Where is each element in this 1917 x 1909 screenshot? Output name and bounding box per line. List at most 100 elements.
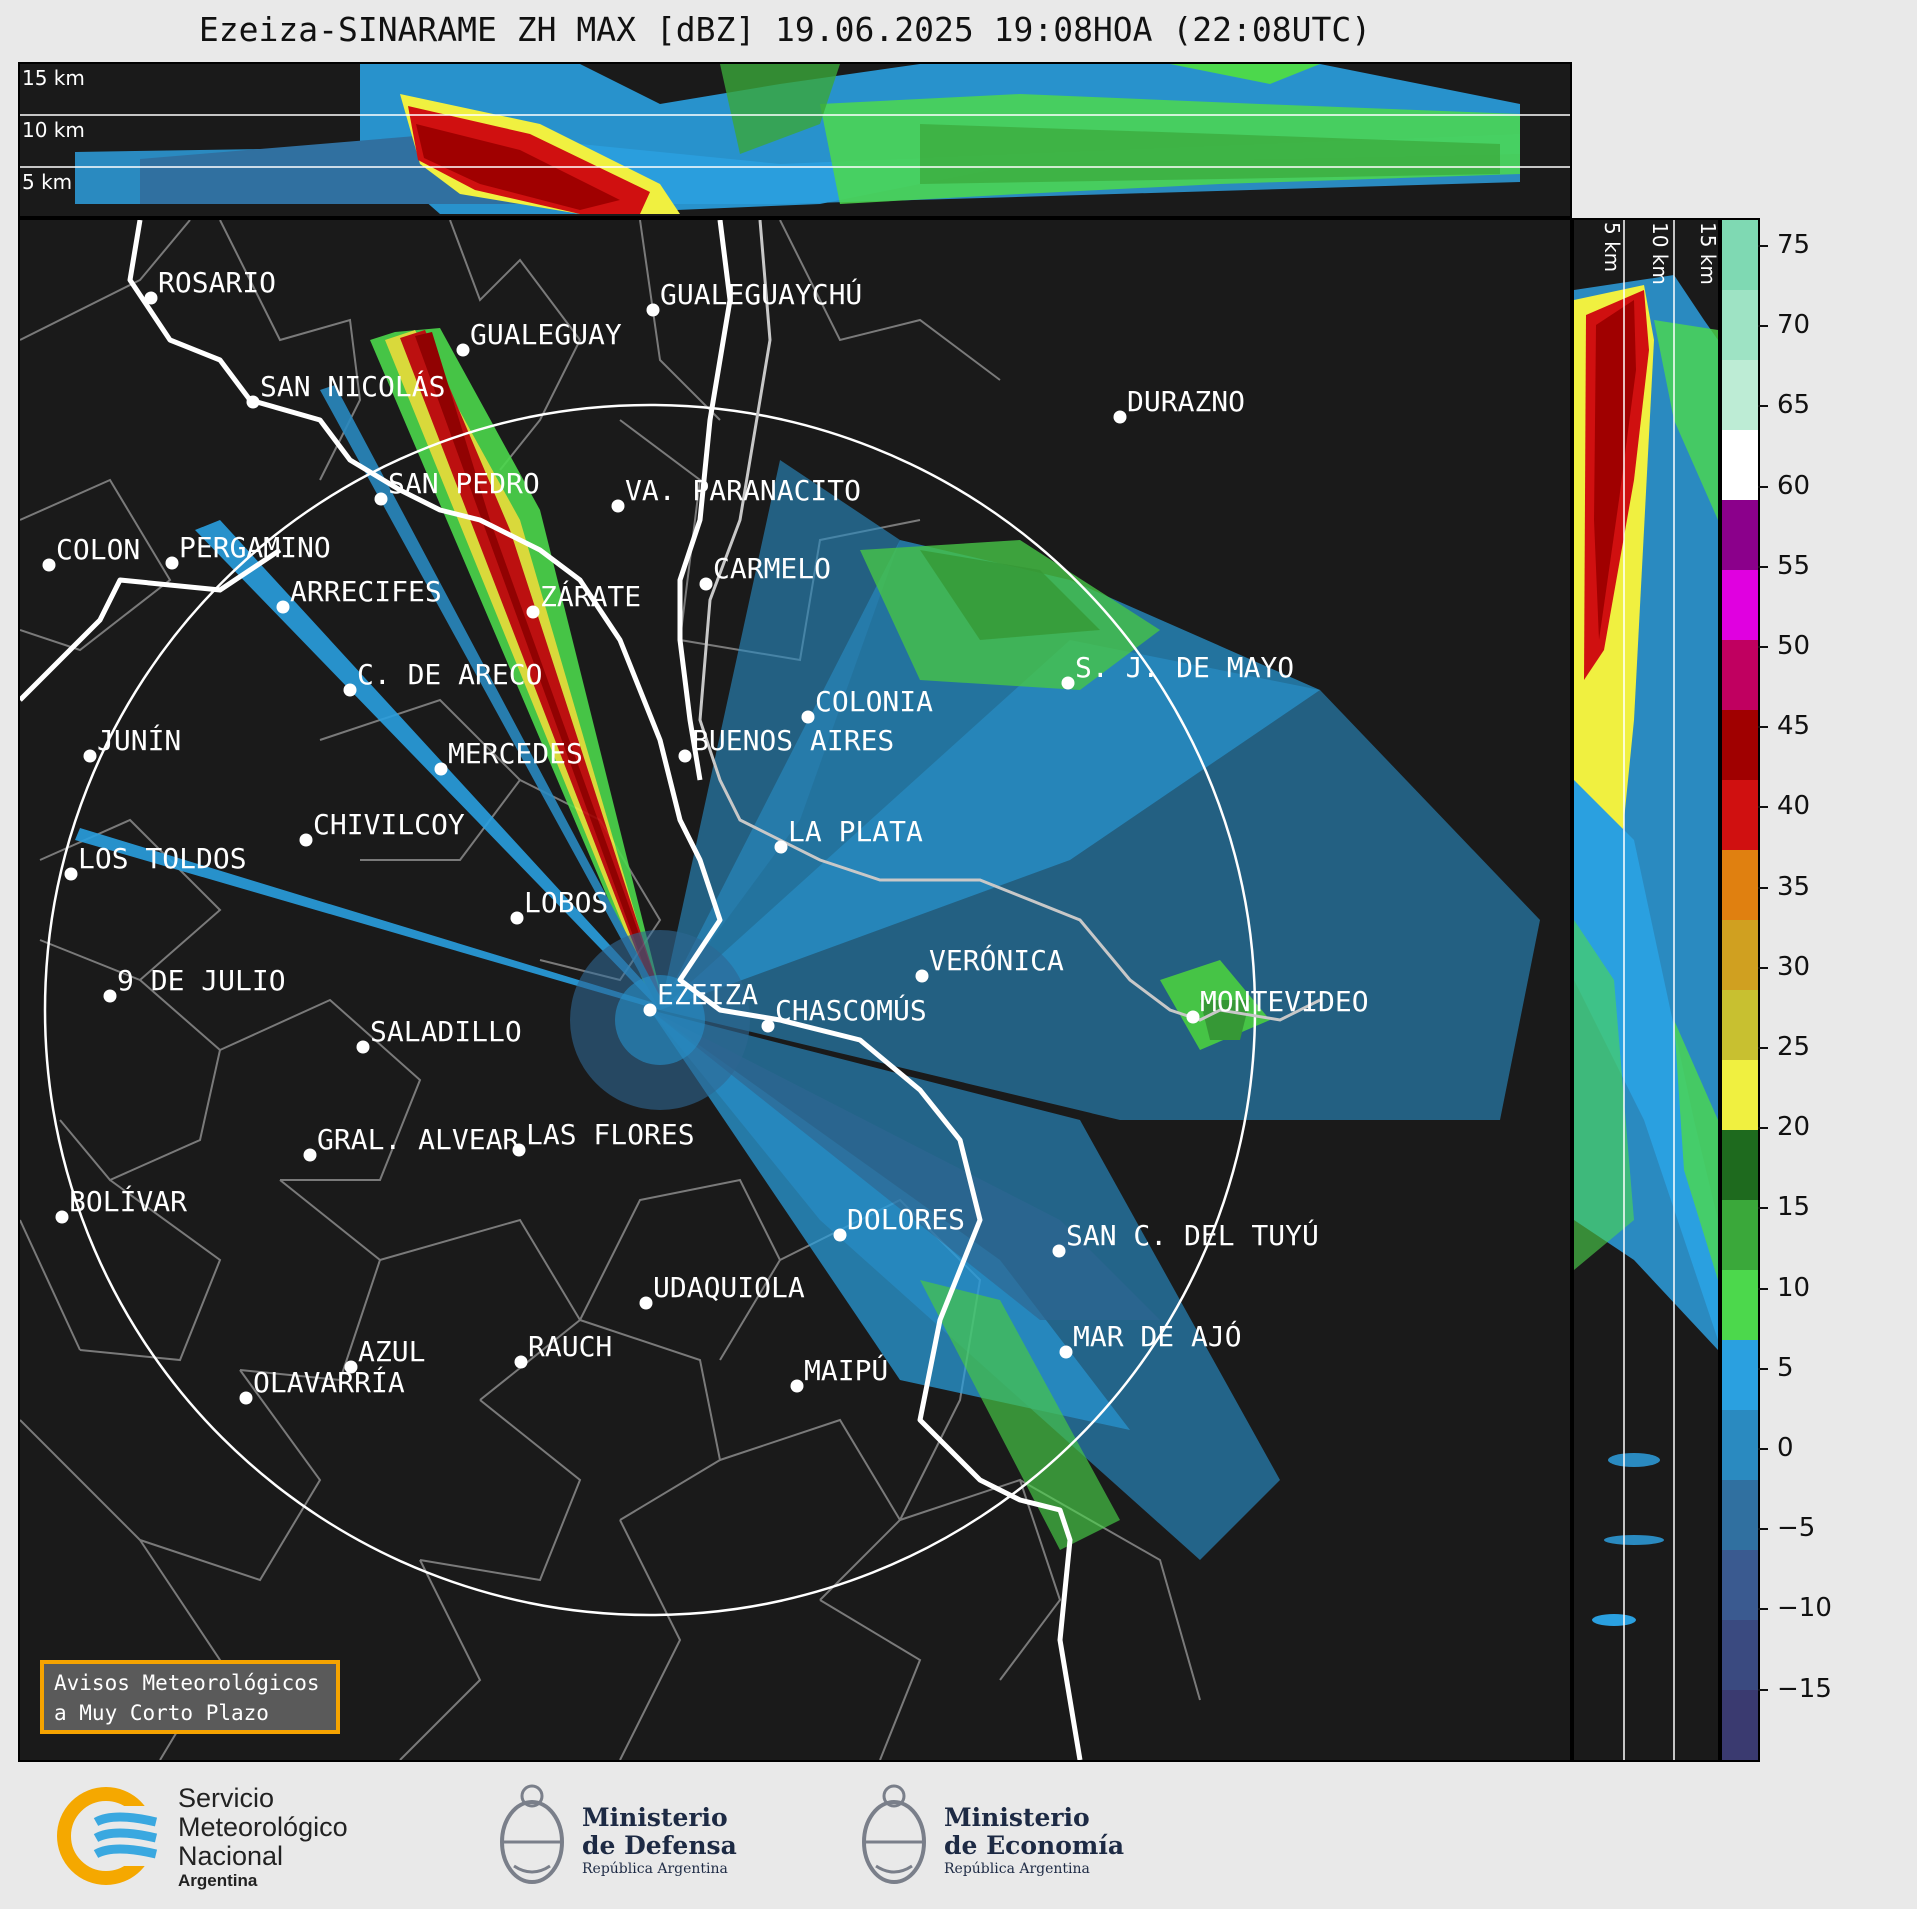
city-label-veronica: VERÓNICA: [929, 944, 1064, 977]
city-label-pergamino: PERGAMINO: [179, 531, 331, 564]
avisos-line-1: Avisos Meteorológicos: [54, 1671, 320, 1695]
colorbar-band: [1722, 990, 1758, 1061]
city-label-mar-de-ajo: MAR DE AJÓ: [1073, 1320, 1242, 1353]
colorbar-tick-label: 70: [1777, 310, 1811, 341]
city-dot: [299, 833, 313, 847]
city-label-ezeiza: EZEIZA: [657, 978, 759, 1011]
city-dot: [512, 1143, 526, 1157]
defensa-line-3: República Argentina: [582, 1861, 728, 1877]
smn-logo-icon: [57, 1787, 166, 1885]
city-dot: [1186, 1010, 1200, 1024]
city-dot: [343, 683, 357, 697]
city-label-colonia: COLONIA: [815, 685, 934, 718]
altitude-label-10km: 10 km: [22, 118, 85, 142]
city-label-junin: JUNÍN: [97, 724, 182, 757]
radar-map: ROSARIO GUALEGUAYCHÚ GUALEGUAY SAN NICOL…: [18, 218, 1572, 1762]
defensa-line-1: Ministerio: [582, 1803, 728, 1832]
colorbar-tick-label: 55: [1777, 550, 1811, 581]
altitude-label-15km: 15 km: [22, 66, 85, 90]
colorbar-tick-label: 15: [1777, 1192, 1811, 1223]
avisos-line-2: a Muy Corto Plazo: [54, 1701, 269, 1725]
colorbar-tick-mark: [1758, 1608, 1768, 1611]
colorbar-tick-mark: [1758, 1367, 1768, 1370]
footer: Servicio Meteorológico Nacional Argentin…: [0, 1762, 1917, 1909]
colorbar-band: [1722, 570, 1758, 641]
side-altitude-label-5km: 5 km: [1600, 222, 1624, 273]
colorbar-tick-label: 0: [1777, 1433, 1794, 1463]
colorbar-band: [1722, 220, 1758, 291]
city-dot: [356, 1040, 370, 1054]
city-dot: [915, 969, 929, 983]
side-cross-section: 5 km 10 km 15 km: [1572, 218, 1720, 1762]
colorbar-tick-label: 75: [1777, 230, 1811, 260]
smn-logo-text: Servicio Meteorológico Nacional Argentin…: [178, 1784, 348, 1891]
colorbar-tick-label: 10: [1777, 1272, 1811, 1303]
colorbar-band: [1722, 920, 1758, 991]
city-dot: [526, 605, 540, 619]
city-label-las-flores: LAS FLORES: [526, 1118, 695, 1151]
colorbar-tick-mark: [1758, 325, 1768, 328]
colorbar-tick-mark: [1758, 1127, 1768, 1130]
city-label-rauch: RAUCH: [528, 1330, 613, 1363]
colorbar-tick-mark: [1758, 1287, 1768, 1290]
colorbar-tick-label: 25: [1777, 1032, 1811, 1062]
colorbar-tick-label: 50: [1777, 631, 1811, 661]
city-label-c-de-areco: C. DE ARECO: [357, 658, 543, 691]
city-dot: [1061, 676, 1075, 690]
colorbar-tick-mark: [1758, 405, 1768, 408]
city-dot: [833, 1228, 847, 1242]
colorbar-tick-mark: [1758, 726, 1768, 729]
colorbar-band: [1722, 710, 1758, 781]
smn-line-1: Servicio: [178, 1783, 275, 1813]
city-label-gualeguaychu: GUALEGUAYCHÚ: [660, 278, 863, 311]
colorbar-tick-label: 45: [1777, 711, 1811, 742]
colorbar-band: [1722, 1130, 1758, 1201]
city-label-9-de-julio: 9 DE JULIO: [117, 964, 286, 997]
city-dot: [103, 989, 117, 1003]
colorbar-band: [1722, 500, 1758, 571]
smn-line-2: Meteorológico: [178, 1812, 348, 1842]
colorbar-tick-mark: [1758, 565, 1768, 568]
city-dot: [646, 303, 660, 317]
colorbar-band: [1722, 780, 1758, 851]
city-dot: [510, 911, 524, 925]
radar-map-graphic: [20, 220, 1540, 1760]
city-label-saladillo: SALADILLO: [370, 1015, 522, 1048]
city-dot: [801, 710, 815, 724]
colorbar-band: [1722, 430, 1758, 501]
city-label-gral-alvear: GRAL. ALVEAR: [317, 1123, 520, 1156]
city-dot: [246, 395, 260, 409]
colorbar-band: [1722, 1690, 1758, 1760]
colorbar-tick-mark: [1758, 485, 1768, 488]
colorbar-tick-mark: [1758, 1688, 1768, 1691]
city-dot: [514, 1355, 528, 1369]
city-dot: [165, 556, 179, 570]
coastlines: [20, 220, 1083, 1760]
colorbar-tick-label: −10: [1777, 1593, 1832, 1624]
city-label-va-paranacito: VA. PARANACITO: [625, 474, 862, 507]
city-label-gualeguay: GUALEGUAY: [470, 318, 622, 351]
colorbar-band: [1722, 290, 1758, 361]
avisos-link-box[interactable]: Avisos Meteorológicos a Muy Corto Plazo: [40, 1660, 340, 1734]
city-dot: [699, 577, 713, 591]
city-label-carmelo: CARMELO: [713, 552, 832, 585]
city-dot: [374, 492, 388, 506]
city-label-azul: AZUL: [358, 1335, 426, 1368]
city-dot: [42, 558, 56, 572]
economia-line-3: República Argentina: [944, 1861, 1090, 1877]
colorbar-tick-label: 5: [1777, 1352, 1794, 1383]
colorbar-band: [1722, 1480, 1758, 1551]
city-label-lobos: LOBOS: [524, 886, 609, 919]
colorbar-tick-mark: [1758, 646, 1768, 648]
city-label-rosario: ROSARIO: [158, 266, 277, 299]
city-label-los-toldos: LOS TOLDOS: [78, 842, 247, 875]
colorbar-band: [1722, 1550, 1758, 1621]
colorbar-tick-label: 35: [1777, 871, 1811, 902]
city-dot: [1052, 1244, 1066, 1258]
top-cross-section: 15 km 10 km 5 km: [18, 62, 1572, 218]
city-dot: [639, 1296, 653, 1310]
altitude-label-5km: 5 km: [22, 170, 73, 194]
colorbar-tick-mark: [1758, 966, 1768, 969]
colorbar-tick-label: 40: [1777, 791, 1811, 822]
top-cross-section-graphic: [20, 64, 1570, 214]
